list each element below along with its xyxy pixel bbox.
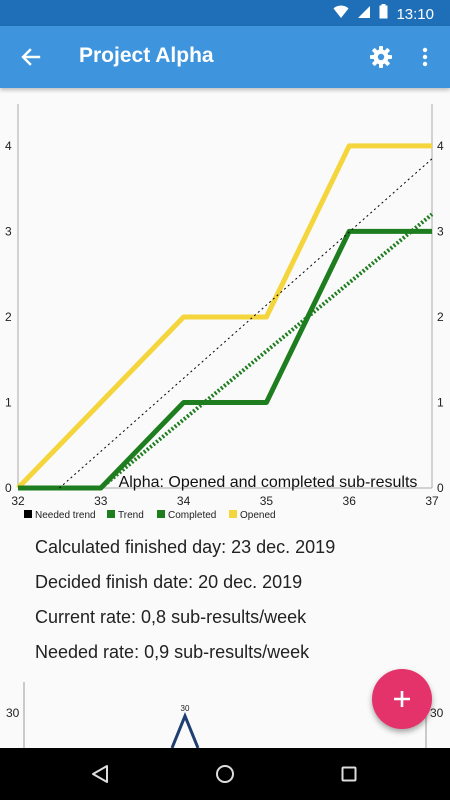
- legend-label: Opened: [240, 510, 276, 521]
- series-line-needed-trend: [59, 158, 433, 489]
- more-vert-icon: [422, 47, 428, 67]
- series-line-completed: [18, 228, 432, 491]
- wifi-icon: [333, 5, 349, 24]
- x-tick-label: 36: [343, 494, 357, 508]
- legend-swatch: [157, 510, 165, 518]
- settings-button[interactable]: [364, 40, 398, 74]
- series-line: [170, 712, 200, 748]
- y-tick-label-right: 0: [437, 481, 444, 495]
- chart-title: Alpha: Opened and completed sub-results: [119, 474, 418, 491]
- more-options-button[interactable]: [410, 40, 440, 74]
- status-time: 13:10: [396, 5, 434, 23]
- legend-label: Completed: [168, 510, 216, 521]
- app-bar: Project Alpha: [0, 26, 450, 88]
- back-button[interactable]: [14, 40, 48, 74]
- decided-finish-date: Decided finish date: 20 dec. 2019: [35, 572, 303, 592]
- y-tick-label-left: 3: [5, 224, 12, 238]
- y-tick-label-left: 30: [6, 706, 20, 720]
- x-tick-label: 34: [177, 494, 191, 508]
- legend-swatch: [24, 510, 32, 518]
- y-tick-label-left: 2: [5, 310, 12, 324]
- nav-home-icon: [216, 765, 234, 783]
- legend-swatch: [229, 510, 237, 518]
- y-tick-label-right: 30: [430, 706, 444, 720]
- add-button[interactable]: [372, 669, 432, 729]
- x-tick-label: 33: [94, 494, 108, 508]
- nav-recents-button[interactable]: [333, 758, 365, 790]
- battery-icon: [379, 4, 388, 24]
- y-tick-label-right: 1: [437, 395, 444, 409]
- gear-icon: [370, 46, 392, 68]
- data-label: 30: [181, 704, 190, 713]
- legend-swatch: [107, 510, 115, 518]
- arrow-back-icon: [21, 48, 41, 66]
- needed-rate: Needed rate: 0,9 sub-results/week: [35, 642, 310, 662]
- legend-label: Needed trend: [35, 510, 96, 521]
- x-tick-label: 37: [425, 494, 439, 508]
- nav-recents-icon: [341, 766, 357, 782]
- nav-back-button[interactable]: [84, 758, 116, 790]
- y-tick-label-left: 1: [5, 395, 12, 409]
- y-tick-label-right: 2: [437, 310, 444, 324]
- signal-icon: [357, 5, 371, 24]
- y-tick-label-right: 3: [437, 224, 444, 238]
- legend-label: Trend: [118, 510, 144, 521]
- y-tick-label-left: 4: [5, 139, 12, 153]
- series-line-opened: [16, 143, 432, 490]
- y-tick-label-right: 4: [437, 139, 444, 153]
- nav-home-button[interactable]: [209, 758, 241, 790]
- line-chart: 0 01 12 23 34 432 33 34 35 36 37 Alpha: Opened and…: [5, 104, 444, 521]
- status-icons: 13:10: [333, 4, 434, 24]
- status-bar: 13:10: [0, 0, 450, 26]
- page-title: Project Alpha: [79, 44, 214, 67]
- x-tick-label: 32: [11, 494, 25, 508]
- nav-back-icon: [92, 765, 108, 783]
- nav-bar: [0, 748, 450, 800]
- plus-icon: [394, 691, 410, 707]
- current-rate: Current rate: 0,8 sub-results/week: [35, 607, 307, 627]
- x-tick-label: 35: [260, 494, 274, 508]
- calculated-finished-day: Calculated finished day: 23 dec. 2019: [35, 537, 336, 557]
- y-tick-label-left: 0: [5, 481, 12, 495]
